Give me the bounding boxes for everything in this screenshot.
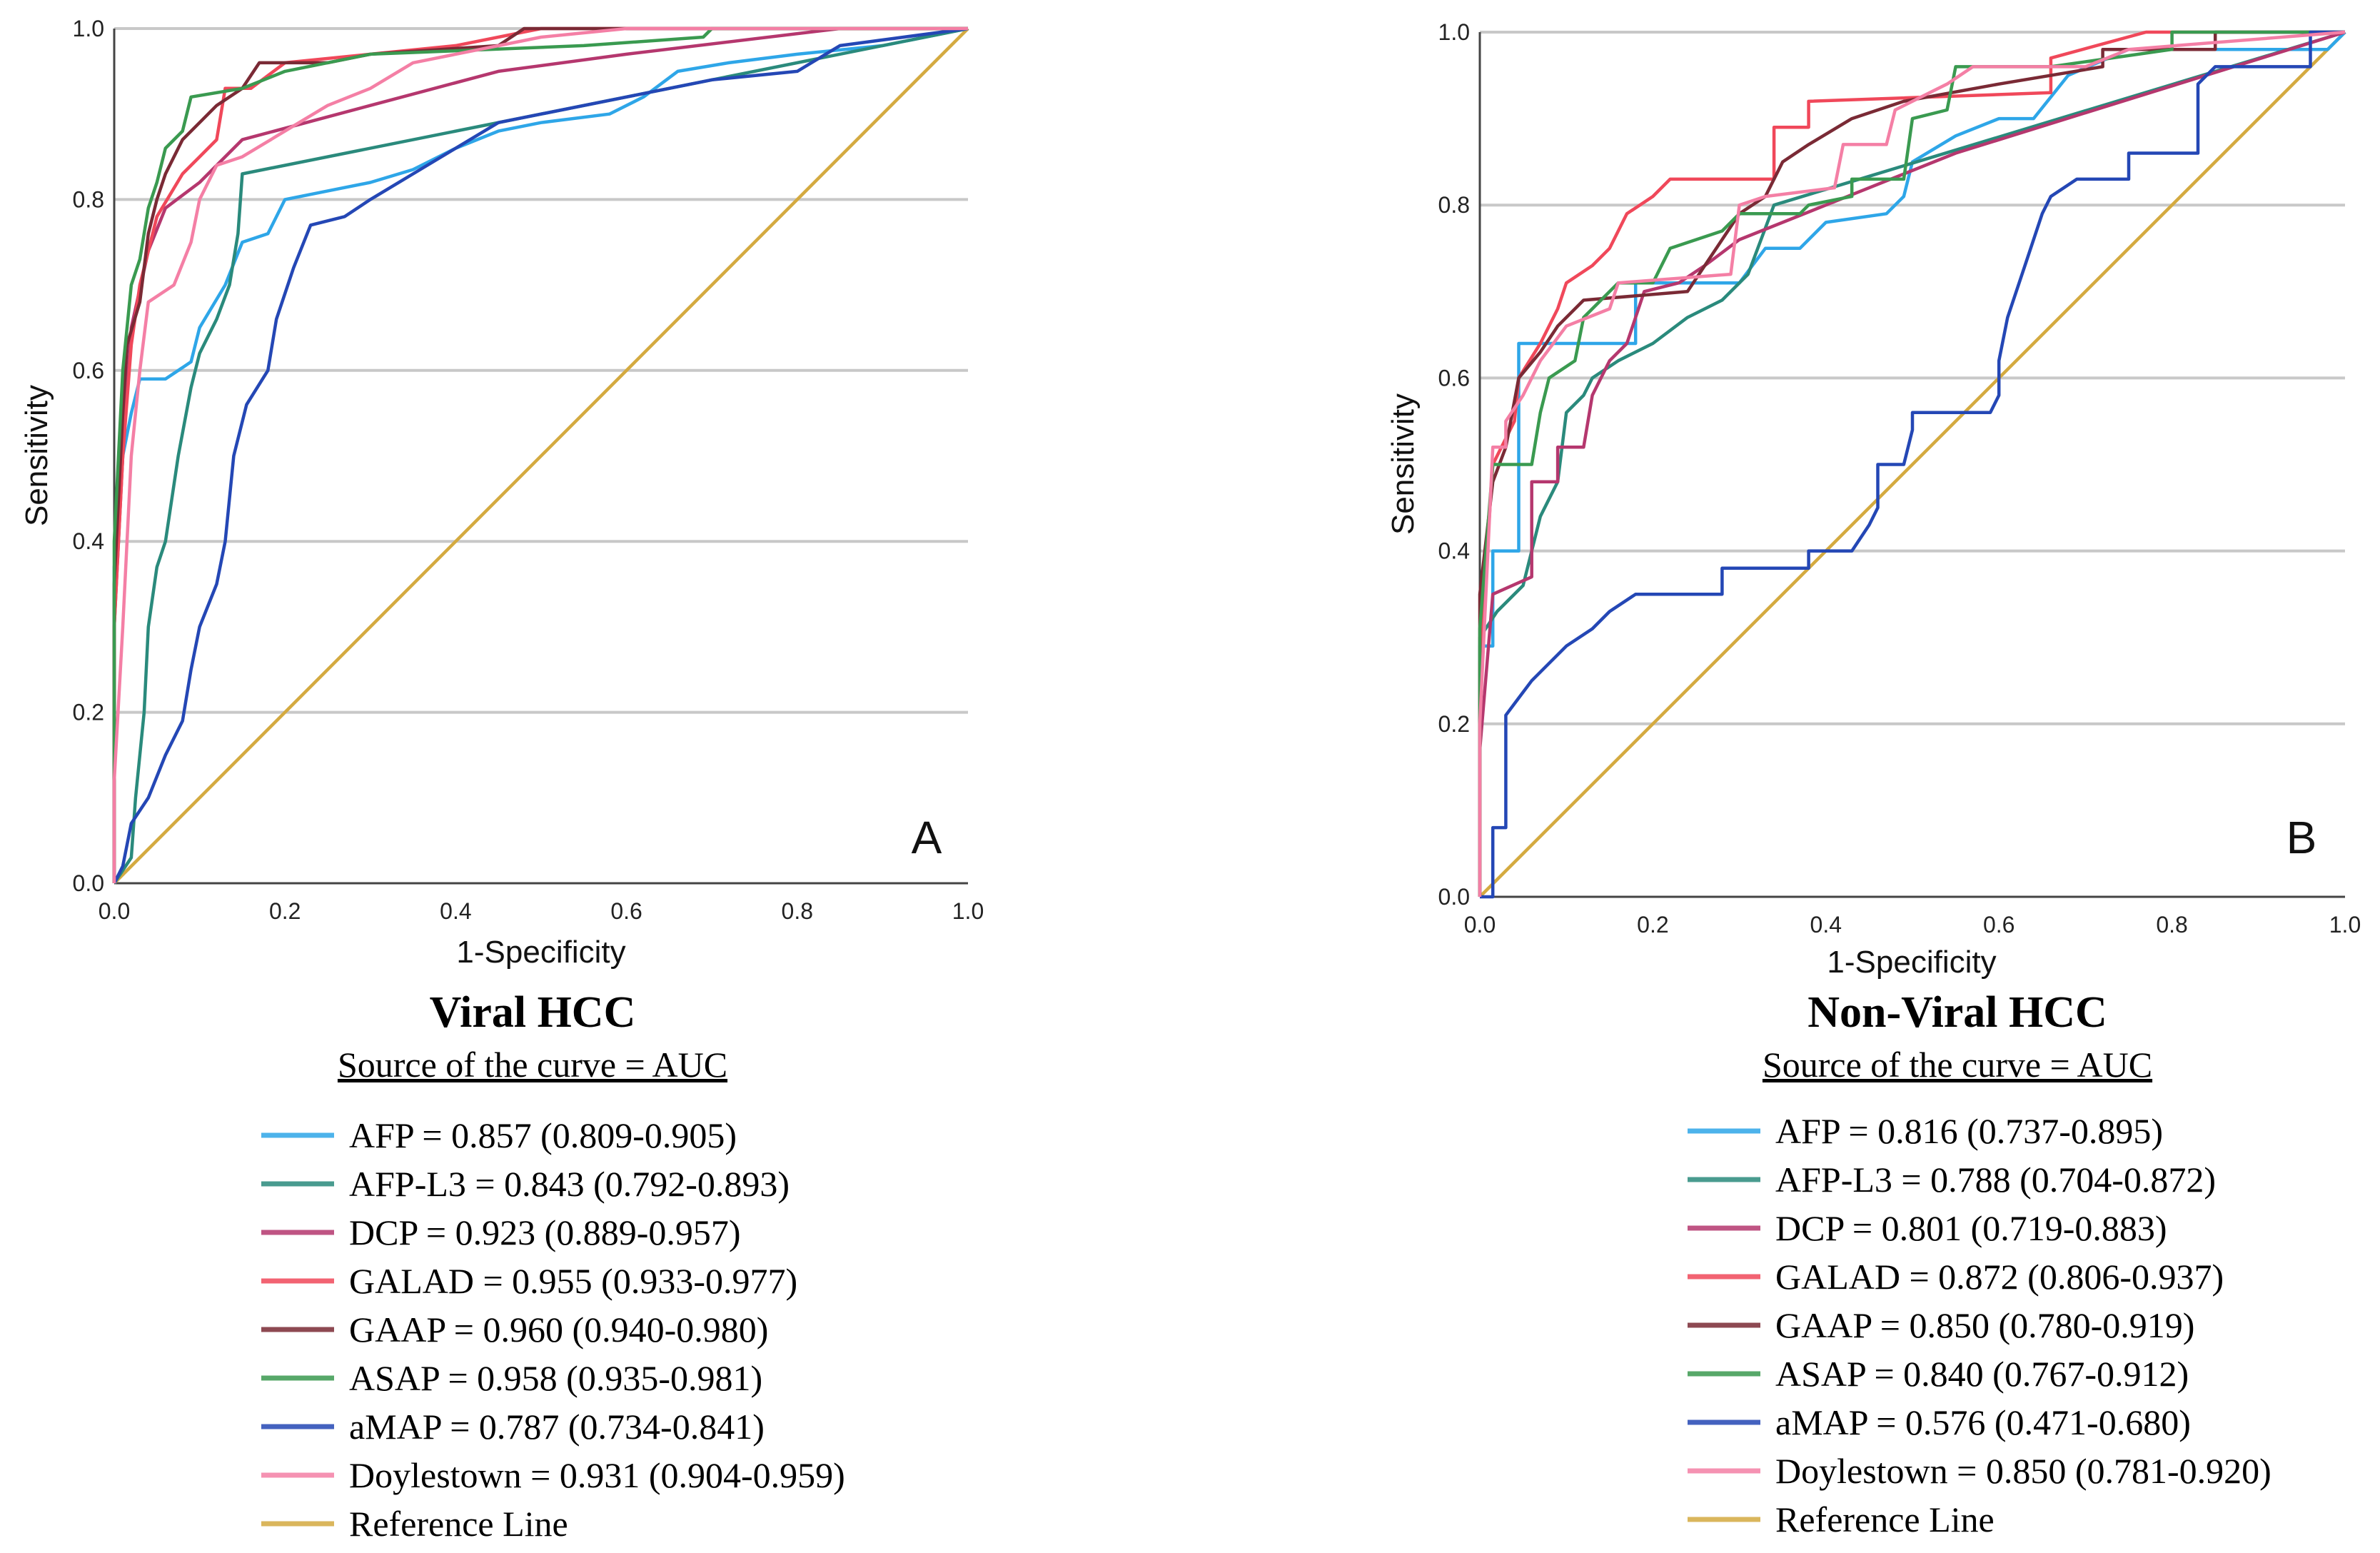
- legend-label: Reference Line: [349, 1504, 568, 1544]
- legend-item: ASAP = 0.958 (0.935-0.981): [261, 1358, 762, 1398]
- legend-title: Source of the curve = AUC: [338, 1045, 727, 1085]
- legend-label: DCP = 0.923 (0.889-0.957): [349, 1212, 741, 1252]
- legend-item: Reference Line: [1688, 1499, 1995, 1539]
- series-line-reference-line: [1478, 31, 2346, 898]
- series-line-afp-l3: [1478, 30, 2346, 897]
- series-line-doylestown: [1478, 30, 2346, 897]
- legend-item: GALAD = 0.955 (0.933-0.977): [261, 1261, 797, 1301]
- y-tick-label: 0.2: [1438, 711, 1470, 737]
- legend-item: DCP = 0.923 (0.889-0.957): [261, 1212, 741, 1252]
- series-line-amap: [112, 26, 969, 885]
- chart-title: Non-Viral HCC: [1807, 988, 2107, 1037]
- panel-a-viral-hcc: 0.0 0.2 0.4 0.6 0.8 1.0 0.0 0.2 0.4 0.6 0.8 1.0 A 1…: [19, 16, 984, 1544]
- x-tick-label: 0.6: [610, 898, 642, 924]
- panel-b-non-viral-hcc: 0.0 0.2 0.4 0.6 0.8 1.0 0.0 0.2 0.4 0.6 0.8 1.0 B 1…: [1386, 19, 2361, 1539]
- legend-item: aMAP = 0.576 (0.471-0.680): [1688, 1402, 2191, 1442]
- series-line-dcp: [1478, 30, 2346, 897]
- legend-item: AFP-L3 = 0.788 (0.704-0.872): [1688, 1160, 2216, 1200]
- x-tick-label: 1.0: [2329, 912, 2361, 938]
- legend-label: AFP-L3 = 0.843 (0.792-0.893): [349, 1164, 790, 1204]
- legend-item: AFP = 0.857 (0.809-0.905): [261, 1115, 737, 1155]
- legend-label: GAAP = 0.960 (0.940-0.980): [349, 1310, 768, 1350]
- legend: AFP = 0.816 (0.737-0.895) AFP-L3 = 0.788 …: [1688, 1111, 2271, 1539]
- legend-item: ASAP = 0.840 (0.767-0.912): [1688, 1354, 2189, 1394]
- chart-title: Viral HCC: [430, 988, 636, 1037]
- legend-label: AFP-L3 = 0.788 (0.704-0.872): [1775, 1160, 2216, 1200]
- legend-label: Reference Line: [1775, 1499, 1995, 1539]
- y-tick-label: 0.6: [1438, 365, 1470, 391]
- x-tick-label: 0.2: [1637, 912, 1668, 938]
- legend-item: GAAP = 0.850 (0.780-0.919): [1688, 1305, 2194, 1345]
- legend-label: AFP = 0.816 (0.737-0.895): [1775, 1111, 2163, 1151]
- legend-label: GAAP = 0.850 (0.780-0.919): [1775, 1305, 2194, 1345]
- x-tick-label: 0.8: [2156, 912, 2187, 938]
- series-line-afp: [112, 26, 969, 883]
- legend: AFP = 0.857 (0.809-0.905) AFP-L3 = 0.843 …: [261, 1115, 845, 1544]
- series-line-doylestown: [112, 26, 968, 883]
- legend-item: AFP-L3 = 0.843 (0.792-0.893): [261, 1164, 790, 1204]
- legend-label: AFP = 0.857 (0.809-0.905): [349, 1115, 737, 1155]
- series-line-reference-line: [113, 27, 969, 885]
- x-tick-label: 0.4: [1810, 912, 1842, 938]
- y-tick-label: 0.8: [73, 186, 104, 212]
- x-tick-label: 0.0: [99, 898, 130, 924]
- x-tick-label: 0.6: [1983, 912, 2015, 938]
- y-tick-label: 1.0: [1438, 19, 1470, 45]
- legend-item: AFP = 0.816 (0.737-0.895): [1688, 1111, 2163, 1151]
- y-tick-label: 1.0: [73, 16, 104, 41]
- x-tick-label: 0.4: [440, 898, 471, 924]
- series-line-afp-l3: [113, 26, 969, 885]
- series-line-asap: [112, 26, 968, 883]
- x-tick-label: 0.2: [269, 898, 301, 924]
- panel-label: B: [2286, 812, 2317, 863]
- legend-label: Doylestown = 0.931 (0.904-0.959): [349, 1455, 845, 1495]
- y-tick-label: 0.4: [73, 528, 104, 554]
- series-line-afp: [1478, 31, 2346, 897]
- series-line-asap: [1478, 30, 2345, 897]
- legend-label: GALAD = 0.955 (0.933-0.977): [349, 1261, 797, 1301]
- y-tick-label: 0.6: [73, 358, 104, 383]
- y-tick-label: 0.0: [73, 870, 104, 896]
- legend-label: DCP = 0.801 (0.719-0.883): [1775, 1208, 2167, 1248]
- legend-label: aMAP = 0.787 (0.734-0.841): [349, 1407, 765, 1447]
- x-tick-label: 0.8: [782, 898, 813, 924]
- x-tick-label: 0.0: [1464, 912, 1496, 938]
- legend-label: aMAP = 0.576 (0.471-0.680): [1775, 1402, 2191, 1442]
- legend-title: Source of the curve = AUC: [1763, 1045, 2152, 1085]
- legend-item: GALAD = 0.872 (0.806-0.937): [1688, 1257, 2224, 1297]
- legend-item: DCP = 0.801 (0.719-0.883): [1688, 1208, 2167, 1248]
- legend-label: Doylestown = 0.850 (0.781-0.920): [1775, 1451, 2271, 1491]
- y-tick-label: 0.8: [1438, 192, 1470, 218]
- y-axis-label: Sensitivity: [19, 385, 54, 526]
- y-axis-label: Sensitivity: [1386, 393, 1421, 535]
- x-axis-label: 1-Specificity: [1827, 945, 1996, 980]
- legend-item: Reference Line: [261, 1504, 568, 1544]
- legend-label: ASAP = 0.840 (0.767-0.912): [1775, 1354, 2189, 1394]
- x-tick-label: 1.0: [952, 898, 984, 924]
- legend-item: Doylestown = 0.931 (0.904-0.959): [261, 1455, 845, 1495]
- panel-label: A: [912, 812, 942, 863]
- legend-item: GAAP = 0.960 (0.940-0.980): [261, 1310, 768, 1350]
- legend-label: GALAD = 0.872 (0.806-0.937): [1775, 1257, 2224, 1297]
- legend-item: Doylestown = 0.850 (0.781-0.920): [1688, 1451, 2271, 1491]
- x-axis-label: 1-Specificity: [456, 935, 625, 970]
- legend-label: ASAP = 0.958 (0.935-0.981): [349, 1358, 762, 1398]
- legend-item: aMAP = 0.787 (0.734-0.841): [261, 1407, 765, 1447]
- y-tick-label: 0.4: [1438, 538, 1470, 564]
- y-tick-label: 0.0: [1438, 884, 1470, 910]
- series-line-amap: [1480, 30, 2345, 899]
- y-tick-label: 0.2: [73, 700, 104, 725]
